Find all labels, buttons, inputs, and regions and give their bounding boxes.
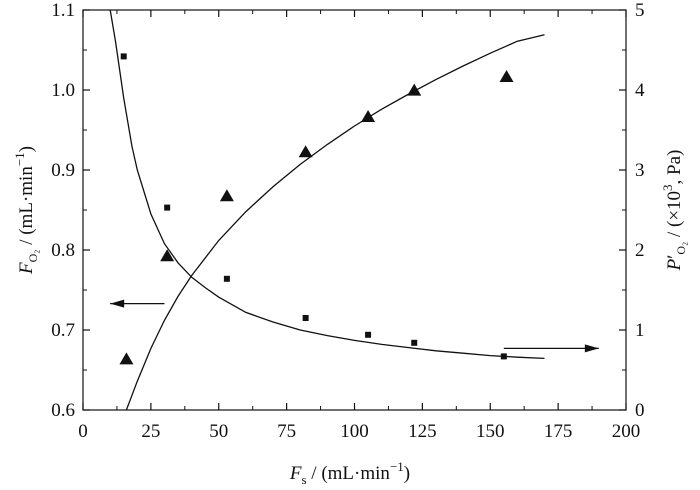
arrow-head-left: [110, 299, 125, 308]
x-tick-label: 150: [476, 421, 505, 442]
y-left-tick-label: 0.7: [51, 320, 75, 341]
x-tick-label: 125: [408, 421, 437, 442]
triangle-data-point: [298, 145, 313, 158]
y-right-axis-title: P′O₂ / (×103, Pa): [660, 150, 688, 272]
y-right-axis-ticks: 0 1 2 3 4 5: [619, 0, 645, 421]
x-tick-label: 50: [209, 421, 228, 442]
y-right-tick-label: 0: [635, 400, 645, 421]
y-left-tick-label: 0.9: [51, 160, 75, 181]
triangle-data-point: [499, 70, 514, 82]
y-left-tick-label: 0.6: [51, 400, 75, 421]
square-data-point: [411, 339, 418, 346]
triangle-data-point: [219, 189, 234, 202]
y-right-tick-label: 1: [635, 320, 645, 341]
y-left-axis-title: FO₂ / (mL·min−1): [12, 146, 40, 275]
y-left-axis-ticks: 0.6 0.7 0.8 0.9 1.0 1.1: [51, 0, 90, 421]
square-data-point: [164, 204, 171, 211]
square-data-point: [302, 315, 309, 321]
square-data-point: [365, 331, 372, 338]
x-tick-label: 75: [277, 421, 296, 442]
fit-curves: [109, 9, 545, 411]
x-tick-label: 100: [340, 421, 369, 442]
y-right-tick-label: 4: [635, 80, 645, 101]
x-tick-label: 200: [612, 421, 641, 442]
y-left-tick-label: 1.0: [51, 80, 75, 101]
x-axis-ticks: 0 25 50 75 100 125 150 175 200: [78, 10, 640, 442]
triangle-data-point: [119, 352, 134, 365]
y-right-tick-label: 3: [635, 160, 645, 181]
square-data-point: [120, 53, 127, 60]
y-right-tick-label: 2: [635, 240, 645, 261]
triangle-data-point: [407, 83, 422, 96]
square-data-point: [223, 275, 230, 282]
y-left-tick-label: 0.8: [51, 240, 75, 261]
x-tick-label: 25: [141, 421, 160, 442]
x-tick-label: 175: [544, 421, 573, 442]
axis-indicator-arrows: [110, 299, 599, 353]
y-left-tick-label: 1.1: [51, 0, 75, 21]
data-markers: [119, 53, 514, 365]
square-data-point: [500, 353, 507, 360]
fit-curve-left-axis: [125, 34, 545, 411]
x-axis-title: Fs / (mL·min−1): [289, 459, 410, 487]
y-right-tick-label: 5: [635, 0, 645, 21]
fit-curve-right-axis: [109, 9, 545, 360]
triangle-data-point: [160, 249, 175, 262]
arrow-head-right: [584, 344, 599, 353]
x-tick-label: 0: [78, 421, 88, 442]
triangle-data-point: [361, 110, 376, 122]
